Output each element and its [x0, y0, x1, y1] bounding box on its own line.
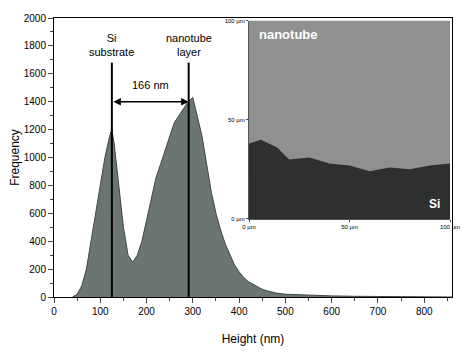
svg-text:300: 300 [184, 306, 201, 317]
svg-text:400: 400 [29, 236, 46, 247]
svg-text:400: 400 [231, 306, 248, 317]
svg-text:2000: 2000 [24, 13, 47, 24]
svg-text:nanotubelayer: nanotubelayer [166, 32, 212, 58]
svg-text:600: 600 [323, 306, 340, 317]
svg-text:700: 700 [370, 306, 387, 317]
svg-text:Sisubstrate: Sisubstrate [89, 32, 134, 58]
svg-text:nanotube: nanotube [259, 27, 318, 42]
svg-text:200: 200 [138, 306, 155, 317]
svg-text:1000: 1000 [24, 152, 47, 163]
svg-text:1600: 1600 [24, 68, 47, 79]
svg-text:Si: Si [429, 197, 440, 211]
svg-text:100 µm: 100 µm [440, 224, 460, 230]
svg-text:200: 200 [29, 264, 46, 275]
svg-text:500: 500 [277, 306, 294, 317]
svg-text:50 µm: 50 µm [228, 117, 245, 123]
svg-text:1800: 1800 [24, 40, 47, 51]
svg-text:0 µm: 0 µm [231, 216, 244, 222]
svg-text:800: 800 [29, 180, 46, 191]
svg-text:Frequency: Frequency [8, 129, 22, 186]
svg-text:Height (nm): Height (nm) [222, 332, 285, 346]
svg-text:1200: 1200 [24, 124, 47, 135]
svg-text:0: 0 [51, 306, 57, 317]
svg-text:600: 600 [29, 208, 46, 219]
svg-text:166 nm: 166 nm [132, 79, 169, 91]
svg-text:100: 100 [92, 306, 109, 317]
svg-text:800: 800 [416, 306, 433, 317]
svg-text:0 µm: 0 µm [242, 224, 255, 230]
svg-text:0: 0 [40, 292, 46, 303]
svg-text:50 µm: 50 µm [341, 224, 358, 230]
svg-text:100 µm: 100 µm [225, 18, 245, 24]
svg-text:1400: 1400 [24, 96, 47, 107]
